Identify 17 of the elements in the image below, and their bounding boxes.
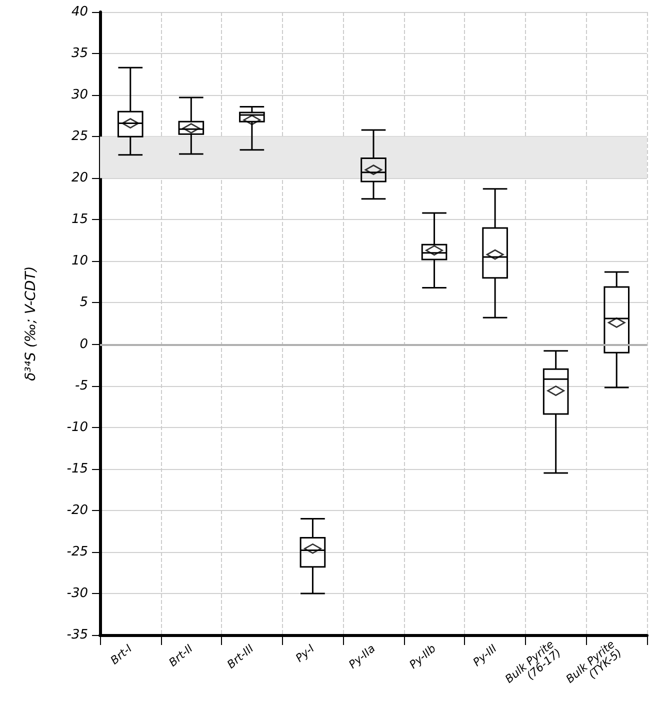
y-tick-label: 20 bbox=[71, 170, 88, 186]
y-tick-label: 0 bbox=[80, 336, 88, 352]
y-tick-label: -5 bbox=[75, 378, 88, 394]
y-tick-label: -10 bbox=[66, 420, 88, 435]
y-tick-label: 5 bbox=[80, 295, 88, 310]
y-tick-label: -30 bbox=[66, 586, 88, 601]
y-tick-label: -20 bbox=[66, 502, 88, 518]
y-tick-label: 30 bbox=[71, 88, 88, 103]
y-tick-label: 10 bbox=[71, 254, 88, 269]
y-tick-label: -25 bbox=[66, 544, 88, 560]
y-tick-label: 25 bbox=[71, 129, 88, 144]
y-axis-title: δ³⁴S (‰; V-CDT) bbox=[23, 266, 39, 381]
y-tick-label: 15 bbox=[71, 212, 88, 228]
y-tick-label: 40 bbox=[71, 4, 88, 20]
y-tick-label: -35 bbox=[66, 628, 88, 642]
y-tick-label: -15 bbox=[66, 461, 88, 476]
y-tick-label: 35 bbox=[71, 46, 88, 62]
